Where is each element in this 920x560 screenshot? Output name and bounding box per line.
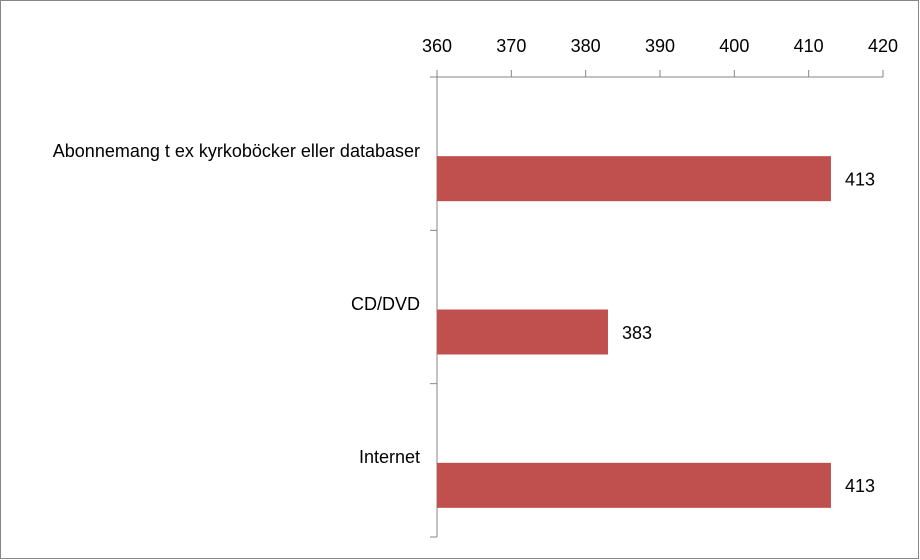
x-tick-label: 360: [422, 36, 452, 56]
bar: [437, 462, 831, 508]
x-tick-label: 400: [719, 36, 749, 56]
y-tick-label: CD/DVD: [350, 294, 420, 314]
category-label-box: Internet: [0, 442, 420, 472]
x-tick-label: 380: [571, 36, 601, 56]
x-tick-label: 390: [645, 36, 675, 56]
y-tick-label: Abonnemang t ex kyrkoböcker eller databa…: [52, 140, 420, 161]
category-label-box: CD/DVD: [0, 289, 420, 319]
data-label: 413: [845, 476, 875, 496]
bar: [437, 309, 608, 355]
data-label: 383: [622, 323, 652, 343]
category-label-box: Abonnemang t ex kyrkoböcker eller databa…: [0, 136, 420, 166]
data-label: 413: [845, 169, 875, 189]
x-tick-label: 420: [868, 36, 898, 56]
x-tick-label: 410: [794, 36, 824, 56]
bar: [437, 156, 831, 202]
x-tick-label: 370: [496, 36, 526, 56]
y-tick-label: Internet: [358, 447, 420, 468]
